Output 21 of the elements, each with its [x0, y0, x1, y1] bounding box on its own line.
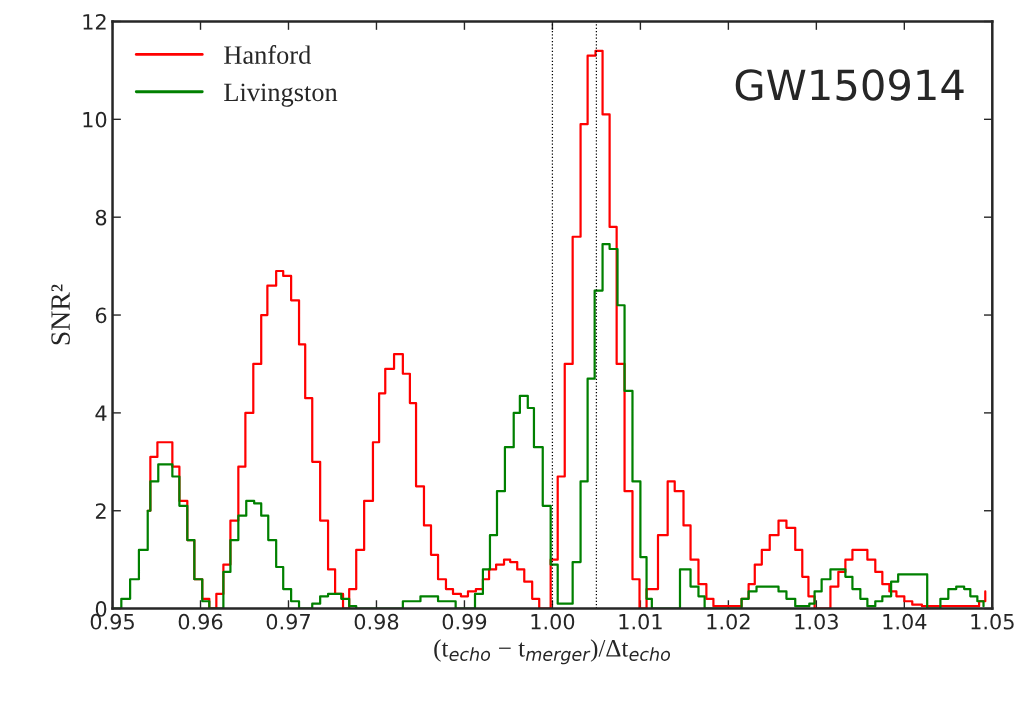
y-axis-title: SNR²: [51, 284, 70, 345]
y-tick-label: 2: [95, 503, 106, 519]
x-tick-label: 1.03: [795, 613, 838, 630]
x-tick-label: 1.04: [883, 613, 927, 630]
x-tick-label: 1.01: [619, 613, 662, 630]
y-tick-label: 4: [95, 405, 107, 421]
x-tick-label: 0.97: [266, 613, 310, 630]
y-tick-label: 10: [83, 111, 107, 128]
x-tick-label: 1.05: [971, 613, 1014, 630]
annotation: GW150914: [735, 69, 964, 101]
x-tick-label: 1.00: [531, 613, 575, 630]
x-tick-label: 0.96: [178, 613, 223, 630]
x-tick-label: 0.98: [354, 613, 399, 630]
legend-label: Livingston: [224, 83, 338, 107]
y-tick-label: 12: [83, 13, 106, 30]
x-axis-title: (t$_{echo}$ − t$_{merger}$)/Δt$_{echo}$: [434, 639, 671, 665]
legend-label: Hanford: [224, 45, 311, 64]
y-tick-label: 8: [95, 209, 107, 226]
y-tick-label: 6: [95, 307, 107, 324]
x-tick-label: 1.02: [707, 613, 750, 630]
x-tick-label: 0.99: [442, 613, 487, 630]
